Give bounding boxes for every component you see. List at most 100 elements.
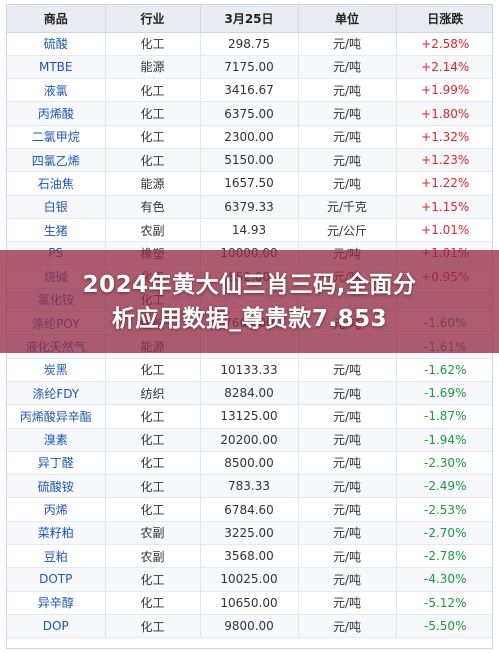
table-row: 白银 有色 6379.33 元/千克 +1.15% [7,195,492,219]
cell-price: 5150.00 [200,148,299,173]
table-row: 炭黑 化工 10133.33 元/吨 -1.62% [7,358,492,382]
cell-industry: 化工 [105,101,201,126]
cell-price: 3225.00 [200,521,299,546]
cell-industry: 有色 [105,195,201,219]
cell-daily-change: +1.15% [396,195,492,219]
cell-price: 10650.00 [200,591,299,615]
cell-price: 3416.67 [200,78,299,103]
cell-industry: 化工 [105,614,201,639]
cell-daily-change: +2.58% [396,32,492,56]
cell-industry: 农副 [105,218,201,243]
cell-daily-change: -2.30% [396,451,492,476]
cell-commodity-name: 异丁醛 [7,451,106,476]
cell-unit: 元/吨 [298,404,397,429]
cell-unit: 元/吨 [298,148,397,173]
title-overlay-banner: 2024年黄大仙三肖三码,全面分 析应用数据_尊贵款7.853 [0,250,499,353]
cell-commodity-name: DOTP [7,567,106,592]
cell-industry: 能源 [105,55,201,80]
cell-price: 783.33 [200,474,299,499]
cell-daily-change: -2.70% [396,521,492,546]
cell-unit: 元/吨 [298,55,397,80]
cell-industry: 农副 [105,521,201,546]
header-daily-change: 日涨跌 [396,5,492,33]
cell-industry: 农副 [105,544,201,569]
cell-price: 6375.00 [200,101,299,126]
table-row: 溴素 化工 20200.00 元/吨 -1.94% [7,428,492,452]
cell-price: 298.75 [200,32,299,56]
cell-commodity-name: 涤纶FDY [7,381,106,406]
cell-price: 8500.00 [200,451,299,476]
table-row: 菜籽粕 农副 3225.00 元/吨 -2.70% [7,521,492,546]
header-unit: 单位 [298,5,397,33]
header-date-price: 3月25日 [200,5,299,33]
cell-unit: 元/吨 [298,567,397,592]
cell-unit: 元/吨 [298,497,397,522]
table-row: 异辛醇 化工 10650.00 元/吨 -5.12% [7,591,492,615]
header-commodity: 商品 [7,5,106,33]
header-industry: 行业 [105,5,201,33]
cell-daily-change: +1.80% [396,101,492,126]
cell-commodity-name: 丙烯 [7,497,106,522]
cell-daily-change: -1.62% [396,358,492,382]
cell-commodity-name: 硫酸铵 [7,474,106,499]
cell-industry: 化工 [105,497,201,522]
cell-unit: 元/吨 [298,614,397,639]
cell-daily-change: +2.14% [396,55,492,80]
table-row: 液氯 化工 3416.67 元/吨 +1.99% [7,78,492,103]
cell-unit: 元/吨 [298,544,397,569]
table-row: 丙烯 化工 6784.60 元/吨 -2.53% [7,497,492,522]
cell-unit: 元/吨 [298,381,397,406]
table-row: DOTP 化工 10025.00 元/吨 -4.30% [7,567,492,592]
cell-industry: 能源 [105,171,201,196]
cell-unit: 元/吨 [298,428,397,452]
cell-unit: 元/吨 [298,32,397,56]
table-row: 豆粕 农副 3568.00 元/吨 -2.78% [7,544,492,569]
cell-commodity-name: MTBE [7,55,106,80]
cell-unit: 元/吨 [298,78,397,103]
cell-daily-change: -4.30% [396,567,492,592]
cell-industry: 化工 [105,474,201,499]
table-row: 二氯甲烷 化工 2300.00 元/吨 +1.32% [7,125,492,149]
cell-price: 8284.00 [200,381,299,406]
table-row: 丙烯酸异辛酯 化工 13125.00 元/吨 -1.87% [7,404,492,429]
cell-price: 6379.33 [200,195,299,219]
table-row: 硫酸 化工 298.75 元/吨 +2.58% [7,32,492,56]
table-row: 石油焦 能源 1657.50 元/吨 +1.22% [7,171,492,196]
cell-commodity-name: 丙烯酸异辛酯 [7,404,106,429]
table-row: 涤纶FDY 纺织 8284.00 元/吨 -1.69% [7,381,492,406]
cell-daily-change: +1.23% [396,148,492,173]
cell-industry: 化工 [105,567,201,592]
cell-daily-change: -2.53% [396,497,492,522]
cell-daily-change: -1.94% [396,428,492,452]
cell-daily-change: -1.69% [396,381,492,406]
overlay-title-line-1: 2024年黄大仙三肖三码,全面分 [82,271,417,298]
cell-unit: 元/吨 [298,171,397,196]
cell-daily-change: +1.32% [396,125,492,149]
cell-commodity-name: 石油焦 [7,171,106,196]
table-header-row: 商品 行业 3月25日 单位 日涨跌 [7,5,492,33]
table-row: 硫酸铵 化工 783.33 元/吨 -2.49% [7,474,492,499]
cell-daily-change: -1.87% [396,404,492,429]
cell-unit: 元/公斤 [298,218,397,243]
cell-unit: 元/吨 [298,125,397,149]
cell-daily-change: -5.12% [396,591,492,615]
cell-commodity-name: 四氯乙烯 [7,148,106,173]
cell-unit: 元/吨 [298,521,397,546]
cell-daily-change: -2.78% [396,544,492,569]
cell-commodity-name: 硫酸 [7,32,106,56]
table-row: DOP 化工 9800.00 元/吨 -5.50% [7,614,492,639]
cell-price: 14.93 [200,218,299,243]
cell-industry: 化工 [105,358,201,382]
cell-commodity-name: DOP [7,614,106,639]
cell-commodity-name: 二氯甲烷 [7,125,106,149]
cell-price: 20200.00 [200,428,299,452]
cell-industry: 化工 [105,125,201,149]
cell-unit: 元/吨 [298,358,397,382]
cell-commodity-name: 菜籽粕 [7,521,106,546]
cell-daily-change: +1.22% [396,171,492,196]
table-row: MTBE 能源 7175.00 元/吨 +2.14% [7,55,492,80]
overlay-title-line-2: 析应用数据_尊贵款7.853 [111,305,388,332]
cell-unit: 元/吨 [298,474,397,499]
cell-price: 1657.50 [200,171,299,196]
cell-commodity-name: 异辛醇 [7,591,106,615]
